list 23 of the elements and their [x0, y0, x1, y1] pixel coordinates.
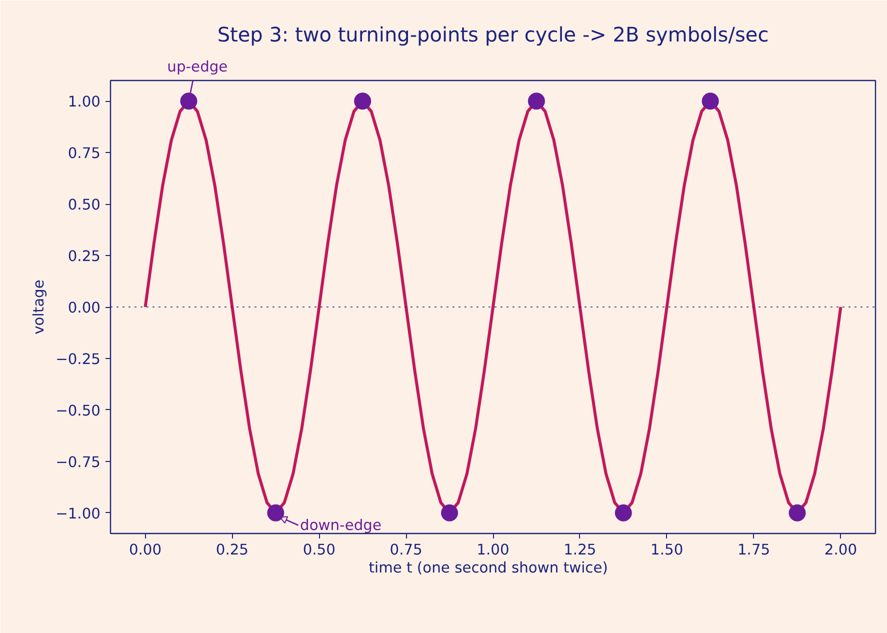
x-tick-label: 0.50: [302, 542, 336, 558]
y-axis-title: voltage: [30, 280, 48, 334]
chart-title: Step 3: two turning-points per cycle -> 2B symbols/sec: [217, 22, 769, 46]
y-tick-label: −0.50: [56, 402, 101, 420]
x-tick-label: 0.25: [216, 542, 249, 558]
annotation: up-edge: [167, 58, 228, 76]
y-tick-label: 1.00: [68, 94, 101, 111]
x-tick-label: 1.50: [650, 542, 684, 558]
x-tick-label: 1.00: [476, 542, 510, 558]
y-tick-label: 0.50: [68, 196, 101, 214]
y-tick-label: 0.25: [68, 248, 101, 266]
x-axis-title: time t (one second shown twice): [368, 560, 608, 576]
x-tick-label: 0.75: [390, 542, 422, 558]
x-tick-label: 2.00: [824, 542, 858, 558]
y-tick-label: −1.00: [56, 505, 101, 522]
annotation: down-edge: [300, 516, 382, 534]
y-tick-label: 0.75: [68, 145, 101, 162]
y-tick-label: −0.75: [56, 454, 101, 471]
y-tick-label: −0.25: [56, 350, 101, 368]
y-tick-label: 0.00: [68, 300, 101, 316]
x-tick-label: 0.00: [128, 542, 162, 558]
x-tick-label: 1.25: [564, 542, 596, 558]
x-tick-label: 1.75: [737, 542, 770, 558]
